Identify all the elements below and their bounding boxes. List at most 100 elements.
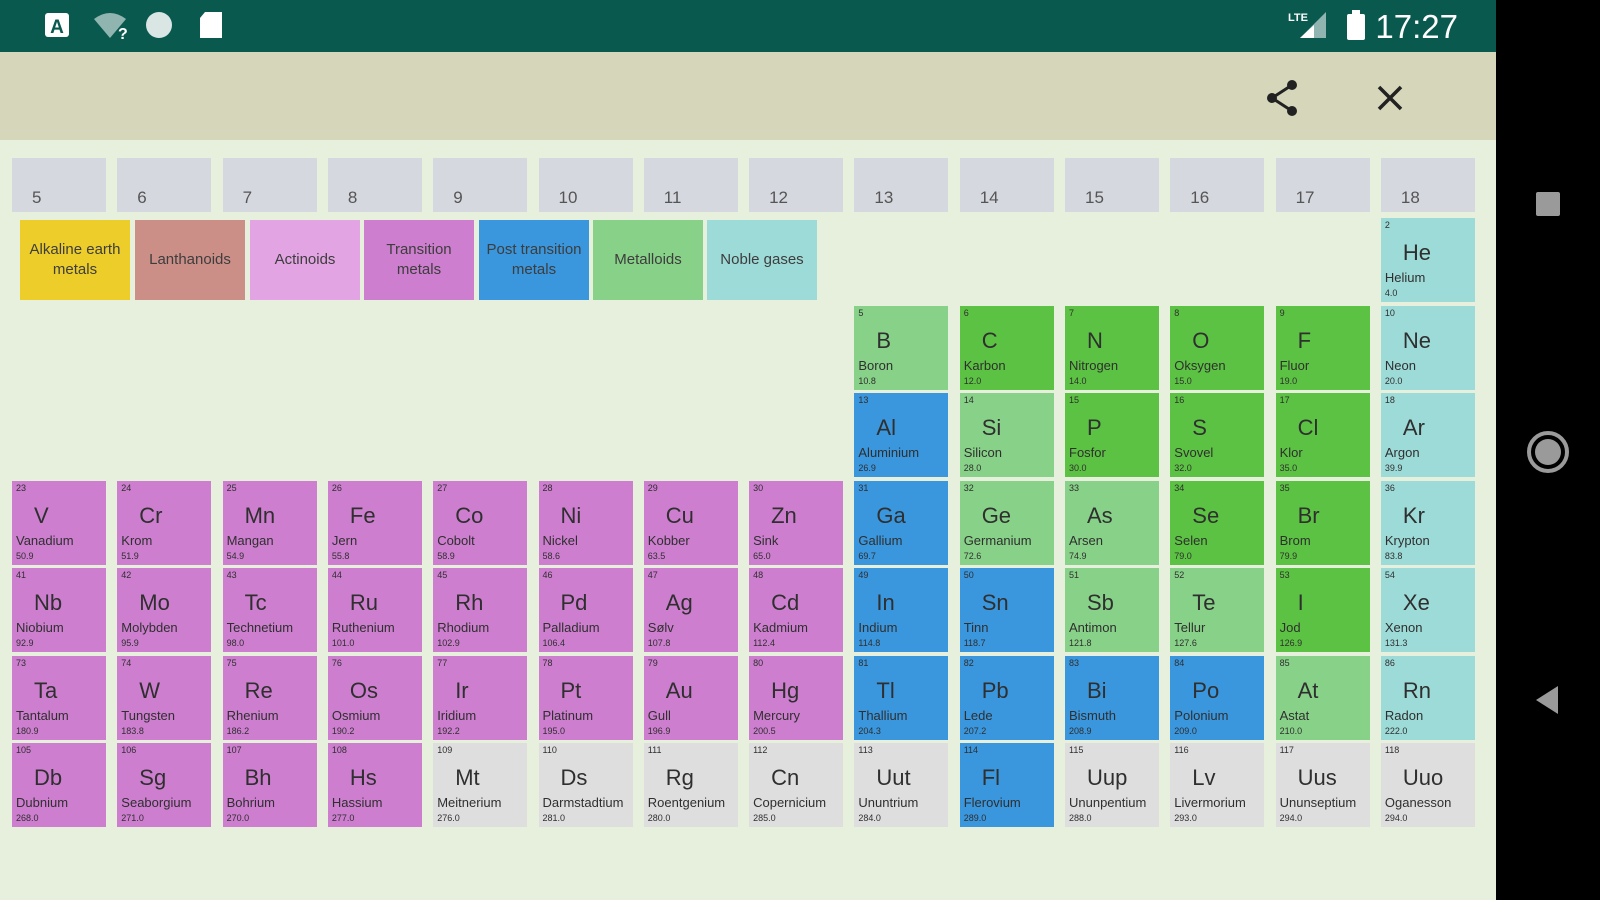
element-cell[interactable]: 5 B Boron 10.8 bbox=[854, 306, 949, 390]
element-cell[interactable]: 32 Ge Germanium 72.6 bbox=[959, 481, 1054, 565]
element-cell[interactable]: 43 Tc Technetium 98.0 bbox=[222, 568, 317, 652]
element-cell[interactable]: 8 O Oksygen 15.0 bbox=[1170, 306, 1265, 390]
element-symbol: O bbox=[1192, 328, 1210, 353]
atomic-mass: 207.2 bbox=[963, 726, 987, 736]
element-cell[interactable]: 7 N Nitrogen 14.0 bbox=[1065, 306, 1159, 390]
element-cell[interactable]: 42 Mo Molybden 95.9 bbox=[117, 568, 212, 652]
atomic-number: 116 bbox=[1174, 745, 1189, 755]
recents-button[interactable] bbox=[1528, 184, 1568, 224]
legend-item[interactable]: Noble gases bbox=[707, 220, 817, 300]
share-button[interactable] bbox=[1262, 76, 1306, 120]
atomic-number: 110 bbox=[542, 745, 557, 755]
element-cell[interactable]: 44 Ru Ruthenium 101.0 bbox=[327, 568, 422, 652]
element-cell[interactable]: 54 Xe Xenon 131.3 bbox=[1380, 568, 1475, 652]
element-cell[interactable]: 81 Tl Thallium 204.3 bbox=[854, 656, 949, 740]
element-cell[interactable]: 83 Bi Bismuth 208.9 bbox=[1065, 656, 1159, 740]
legend-item[interactable]: Metalloids bbox=[593, 220, 703, 300]
element-cell[interactable]: 24 Cr Krom 51.9 bbox=[117, 481, 212, 565]
element-cell[interactable]: 110 Ds Darmstadtium 281.0 bbox=[538, 743, 633, 827]
element-cell[interactable]: 13 Al Aluminium 26.9 bbox=[854, 393, 949, 477]
element-cell[interactable]: 31 Ga Gallium 69.7 bbox=[854, 481, 949, 565]
group-header: 11 bbox=[643, 158, 738, 212]
element-cell[interactable]: 50 Sn Tinn 118.7 bbox=[959, 568, 1054, 652]
element-cell[interactable]: 109 Mt Meitnerium 276.0 bbox=[433, 743, 528, 827]
element-cell[interactable]: 76 Os Osmium 190.2 bbox=[327, 656, 422, 740]
element-cell[interactable]: 14 Si Silicon 28.0 bbox=[959, 393, 1054, 477]
element-symbol: Uut bbox=[876, 765, 911, 790]
element-cell[interactable]: 18 Ar Argon 39.9 bbox=[1380, 393, 1475, 477]
atomic-mass: 63.5 bbox=[647, 551, 666, 561]
element-cell[interactable]: 27 Co Cobolt 58.9 bbox=[433, 481, 528, 565]
element-cell[interactable]: 77 Ir Iridium 192.2 bbox=[433, 656, 528, 740]
element-cell[interactable]: 6 C Karbon 12.0 bbox=[959, 306, 1054, 390]
element-cell[interactable]: 106 Sg Seaborgium 271.0 bbox=[117, 743, 212, 827]
element-cell[interactable]: 47 Ag Sølv 107.8 bbox=[643, 568, 738, 652]
element-cell[interactable]: 105 Db Dubnium 268.0 bbox=[12, 743, 106, 827]
element-cell[interactable]: 117 Uus Ununseptium 294.0 bbox=[1275, 743, 1370, 827]
element-name: Selen bbox=[1174, 533, 1208, 548]
element-cell[interactable]: 25 Mn Mangan 54.9 bbox=[222, 481, 317, 565]
element-cell[interactable]: 115 Uup Ununpentium 288.0 bbox=[1065, 743, 1159, 827]
element-cell[interactable]: 108 Hs Hassium 277.0 bbox=[327, 743, 422, 827]
element-cell[interactable]: 82 Pb Lede 207.2 bbox=[959, 656, 1054, 740]
element-cell[interactable]: 112 Cn Copernicium 285.0 bbox=[749, 743, 844, 827]
element-cell[interactable]: 51 Sb Antimon 121.8 bbox=[1065, 568, 1159, 652]
back-button[interactable] bbox=[1528, 680, 1568, 720]
legend-item[interactable]: Alkaline earth metals bbox=[20, 220, 130, 300]
group-number: 8 bbox=[347, 188, 358, 207]
element-cell[interactable]: 79 Au Gull 196.9 bbox=[643, 656, 738, 740]
element-cell[interactable]: 75 Re Rhenium 186.2 bbox=[222, 656, 317, 740]
close-button[interactable] bbox=[1368, 76, 1412, 120]
element-cell[interactable]: 111 Rg Roentgenium 280.0 bbox=[643, 743, 738, 827]
element-cell[interactable]: 116 Lv Livermorium 293.0 bbox=[1170, 743, 1265, 827]
element-cell[interactable]: 28 Ni Nickel 58.6 bbox=[538, 481, 633, 565]
element-cell[interactable]: 16 S Svovel 32.0 bbox=[1170, 393, 1265, 477]
element-cell[interactable]: 15 P Fosfor 30.0 bbox=[1065, 393, 1159, 477]
legend-item[interactable]: Actinoids bbox=[250, 220, 360, 300]
element-cell[interactable]: 114 Fl Flerovium 289.0 bbox=[959, 743, 1054, 827]
element-cell[interactable]: 86 Rn Radon 222.0 bbox=[1380, 656, 1475, 740]
element-cell[interactable]: 74 W Tungsten 183.8 bbox=[117, 656, 212, 740]
element-symbol: Mt bbox=[455, 765, 480, 790]
element-symbol: Po bbox=[1192, 678, 1220, 703]
element-cell[interactable]: 107 Bh Bohrium 270.0 bbox=[222, 743, 317, 827]
element-cell[interactable]: 17 Cl Klor 35.0 bbox=[1275, 393, 1370, 477]
element-cell[interactable]: 46 Pd Palladium 106.4 bbox=[538, 568, 633, 652]
element-cell[interactable]: 41 Nb Niobium 92.9 bbox=[12, 568, 106, 652]
element-cell[interactable]: 118 Uuo Oganesson 294.0 bbox=[1380, 743, 1475, 827]
group-number: 6 bbox=[137, 188, 147, 207]
element-cell[interactable]: 34 Se Selen 79.0 bbox=[1170, 481, 1265, 565]
element-symbol: Kr bbox=[1402, 503, 1425, 528]
element-cell[interactable]: 113 Uut Ununtrium 284.0 bbox=[854, 743, 949, 827]
element-cell[interactable]: 23 V Vanadium 50.9 bbox=[12, 481, 106, 565]
element-cell[interactable]: 36 Kr Krypton 83.8 bbox=[1380, 481, 1475, 565]
element-cell[interactable]: 80 Hg Mercury 200.5 bbox=[749, 656, 844, 740]
element-name: Meitnerium bbox=[437, 795, 502, 810]
legend-item[interactable]: Post transition metals bbox=[479, 220, 589, 300]
element-cell[interactable]: 52 Te Tellur 127.6 bbox=[1170, 568, 1265, 652]
element-cell[interactable]: 33 As Arsen 74.9 bbox=[1065, 481, 1159, 565]
element-cell[interactable]: 30 Zn Sink 65.0 bbox=[749, 481, 844, 565]
element-symbol: In bbox=[876, 590, 895, 615]
element-cell[interactable]: 35 Br Brom 79.9 bbox=[1275, 481, 1370, 565]
element-cell[interactable]: 48 Cd Kadmium 112.4 bbox=[749, 568, 844, 652]
element-cell[interactable]: 49 In Indium 114.8 bbox=[854, 568, 949, 652]
home-circle-icon bbox=[1527, 431, 1569, 473]
home-button[interactable] bbox=[1524, 428, 1572, 476]
element-cell[interactable]: 29 Cu Kobber 63.5 bbox=[643, 481, 738, 565]
element-name: Svovel bbox=[1174, 445, 1214, 460]
element-cell[interactable]: 53 I Jod 126.9 bbox=[1275, 568, 1370, 652]
legend-item[interactable]: Lanthanoids bbox=[135, 220, 245, 300]
legend-item[interactable]: Transition metals bbox=[364, 220, 474, 300]
element-cell[interactable]: 85 At Astat 210.0 bbox=[1275, 656, 1370, 740]
element-symbol: Mo bbox=[139, 590, 170, 615]
element-cell[interactable]: 2 He Helium 4.0 bbox=[1380, 218, 1475, 302]
element-cell[interactable]: 78 Pt Platinum 195.0 bbox=[538, 656, 633, 740]
element-cell[interactable]: 9 F Fluor 19.0 bbox=[1275, 306, 1370, 390]
element-symbol: Uus bbox=[1297, 765, 1337, 790]
element-cell[interactable]: 45 Rh Rhodium 102.9 bbox=[433, 568, 528, 652]
element-cell[interactable]: 26 Fe Jern 55.8 bbox=[327, 481, 422, 565]
element-cell[interactable]: 84 Po Polonium 209.0 bbox=[1170, 656, 1265, 740]
element-cell[interactable]: 73 Ta Tantalum 180.9 bbox=[12, 656, 106, 740]
element-cell[interactable]: 10 Ne Neon 20.0 bbox=[1380, 306, 1475, 390]
